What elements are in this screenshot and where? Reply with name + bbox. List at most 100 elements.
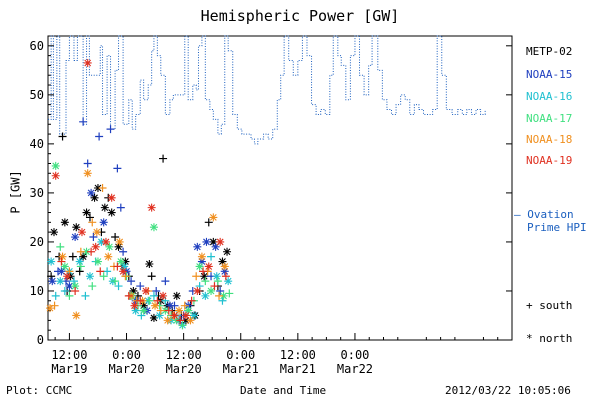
marker-north-metp-02 bbox=[172, 291, 181, 300]
symbol-key-north: * north bbox=[526, 332, 573, 345]
marker-south-metp-02 bbox=[68, 252, 77, 261]
marker-north-noaa-17 bbox=[139, 306, 148, 315]
marker-south-noaa-17 bbox=[88, 282, 97, 291]
y-axis-label: P [GW] bbox=[8, 170, 23, 214]
marker-north-noaa-16 bbox=[155, 311, 164, 320]
marker-north-noaa-19 bbox=[216, 237, 225, 246]
marker-south-noaa-16 bbox=[149, 291, 158, 300]
marker-north-noaa-16 bbox=[97, 237, 106, 246]
marker-north-metp-02 bbox=[90, 193, 99, 202]
marker-south-noaa-18 bbox=[88, 218, 97, 227]
y-tick-label: 10 bbox=[30, 284, 44, 298]
marker-north-noaa-18 bbox=[197, 252, 206, 261]
marker-north-noaa-19 bbox=[83, 58, 92, 67]
marker-south-noaa-19 bbox=[57, 257, 66, 266]
marker-north-noaa-16 bbox=[131, 306, 140, 315]
y-tick-label: 40 bbox=[30, 137, 44, 151]
x-tick-label: 12:00 bbox=[166, 348, 202, 362]
legend-ovation-line1: — Ovation bbox=[514, 208, 574, 221]
marker-north-noaa-15 bbox=[57, 267, 66, 276]
marker-north-noaa-19 bbox=[147, 203, 156, 212]
y-tick-label: 60 bbox=[30, 39, 44, 53]
marker-north-noaa-19 bbox=[119, 267, 128, 276]
marker-south-noaa-18 bbox=[98, 184, 107, 192]
marker-north-noaa-19 bbox=[159, 291, 168, 300]
marker-north-noaa-18 bbox=[209, 213, 218, 222]
marker-south-noaa-15 bbox=[83, 159, 92, 168]
marker-south-noaa-16 bbox=[218, 296, 227, 305]
marker-south-noaa-19 bbox=[164, 306, 173, 315]
x-tick-label: 0:00 bbox=[112, 348, 141, 362]
marker-north-noaa-18 bbox=[72, 311, 81, 320]
marker-north-metp-02 bbox=[114, 242, 123, 251]
marker-north-metp-02 bbox=[218, 257, 227, 266]
x-tick-label: 12:00 bbox=[51, 348, 87, 362]
marker-south-noaa-15 bbox=[136, 282, 145, 291]
marker-north-noaa-18 bbox=[186, 316, 195, 325]
marker-south-noaa-17 bbox=[213, 277, 222, 286]
marker-north-noaa-17 bbox=[71, 282, 80, 291]
marker-north-metp-02 bbox=[209, 237, 218, 246]
marker-north-metp-02 bbox=[223, 247, 232, 256]
marker-south-noaa-15 bbox=[79, 117, 88, 126]
marker-north-noaa-16 bbox=[189, 311, 198, 320]
marker-south-noaa-16 bbox=[103, 267, 112, 276]
marker-north-noaa-18 bbox=[83, 169, 92, 178]
marker-south-metp-02 bbox=[47, 272, 56, 281]
marker-south-metp-02 bbox=[204, 218, 213, 227]
marker-north-metp-02 bbox=[49, 228, 58, 237]
ovation-hpi-line bbox=[48, 35, 486, 145]
marker-south-noaa-19 bbox=[124, 291, 133, 300]
marker-south-noaa-17 bbox=[56, 242, 65, 251]
legend-noaa-19: NOAA-19 bbox=[526, 154, 573, 167]
marker-south-noaa-15 bbox=[106, 125, 115, 134]
x-axis-label: Date and Time bbox=[240, 384, 327, 397]
marker-south-noaa-17 bbox=[111, 277, 120, 286]
marker-south-noaa-15 bbox=[116, 203, 125, 212]
legend-noaa-15: NOAA-15 bbox=[526, 68, 573, 81]
marker-north-noaa-17 bbox=[60, 262, 69, 271]
marker-north-noaa-17 bbox=[149, 223, 158, 232]
marker-north-noaa-17 bbox=[184, 306, 193, 315]
x-tick-label: Mar21 bbox=[280, 362, 316, 376]
marker-north-noaa-19 bbox=[181, 311, 190, 320]
marker-south-noaa-16 bbox=[69, 277, 78, 286]
marker-south-noaa-17 bbox=[65, 291, 74, 300]
y-tick-label: 0 bbox=[37, 333, 44, 347]
marker-south-noaa-17 bbox=[145, 296, 154, 305]
x-tick-label: Mar20 bbox=[108, 362, 144, 376]
marker-south-noaa-17 bbox=[76, 262, 85, 271]
x-tick-label: Mar19 bbox=[51, 362, 87, 376]
marker-north-noaa-18 bbox=[175, 306, 184, 315]
marker-north-noaa-19 bbox=[107, 193, 116, 202]
marker-north-noaa-16 bbox=[120, 262, 129, 271]
marker-north-noaa-17 bbox=[207, 286, 216, 295]
marker-south-noaa-19 bbox=[113, 262, 122, 271]
marker-north-noaa-16 bbox=[201, 291, 210, 300]
marker-south-noaa-15 bbox=[113, 164, 122, 173]
marker-north-noaa-15 bbox=[48, 277, 57, 286]
marker-south-noaa-18 bbox=[192, 272, 201, 281]
marker-south-metp-02 bbox=[75, 267, 84, 276]
marker-south-noaa-19 bbox=[199, 267, 208, 276]
marker-north-metp-02 bbox=[139, 301, 148, 310]
marker-north-noaa-18 bbox=[92, 228, 101, 237]
marker-south-noaa-19 bbox=[221, 272, 230, 281]
marker-north-noaa-15 bbox=[87, 188, 96, 197]
marker-south-noaa-15 bbox=[161, 277, 170, 286]
marker-north-noaa-17 bbox=[195, 262, 204, 271]
marker-south-noaa-17 bbox=[99, 272, 108, 281]
y-tick-label: 20 bbox=[30, 235, 44, 249]
marker-north-noaa-17 bbox=[219, 291, 228, 300]
marker-south-noaa-16 bbox=[114, 282, 123, 291]
marker-south-noaa-15 bbox=[119, 247, 128, 256]
marker-south-metp-02 bbox=[159, 154, 168, 163]
marker-south-noaa-16 bbox=[51, 291, 60, 300]
marker-south-noaa-18 bbox=[215, 291, 224, 300]
x-tick-label: Mar20 bbox=[166, 362, 202, 376]
marker-north-metp-02 bbox=[60, 218, 69, 227]
marker-north-noaa-18 bbox=[104, 252, 113, 261]
marker-north-noaa-15 bbox=[202, 237, 211, 246]
